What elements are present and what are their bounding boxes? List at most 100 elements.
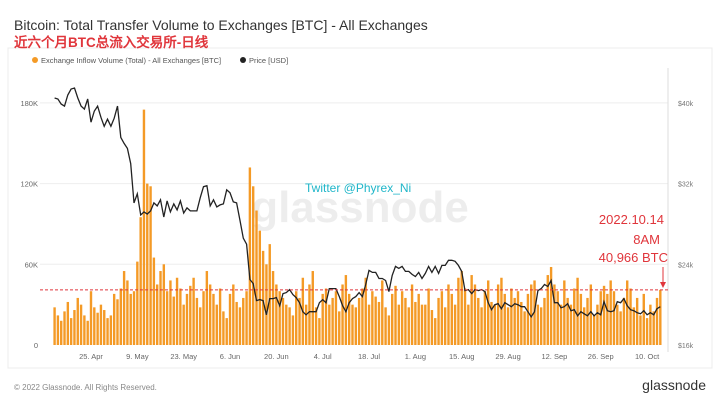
inflow-bar (556, 291, 559, 345)
inflow-bar (103, 310, 106, 345)
inflow-bar (76, 297, 79, 345)
x-tick-label: 12. Sep (541, 352, 567, 361)
inflow-bar (460, 271, 463, 345)
inflow-bar (530, 284, 533, 345)
inflow-bar (86, 320, 89, 345)
inflow-bar (440, 291, 444, 345)
inflow-bar (132, 291, 136, 345)
inflow-bar (510, 288, 513, 345)
inflow-bar (361, 288, 364, 345)
inflow-bar (645, 318, 649, 345)
inflow-bar (351, 304, 354, 345)
inflow-bar (265, 264, 268, 345)
x-tick-label: 20. Jun (264, 352, 289, 361)
inflow-bar (152, 257, 156, 345)
inflow-bar (642, 293, 645, 345)
inflow-bar (483, 291, 487, 345)
inflow-bar (298, 297, 301, 345)
inflow-bar (387, 315, 391, 345)
inflow-bar (324, 288, 328, 345)
inflow-bar (175, 277, 179, 345)
inflow-bar (215, 304, 218, 345)
right-tick-label: $16k (678, 343, 694, 350)
inflow-bar (500, 277, 503, 345)
inflow-bar (576, 277, 579, 345)
inflow-bar (192, 277, 195, 345)
x-tick-label: 15. Aug (449, 352, 474, 361)
inflow-bar (291, 315, 295, 345)
inflow-bar (334, 291, 338, 345)
chart-title: Bitcoin: Total Transfer Volume to Exchan… (14, 17, 428, 33)
arrow-head-icon (660, 282, 666, 288)
legend-price[interactable]: Price [USD] (249, 56, 288, 65)
inflow-bar (400, 291, 404, 345)
inflow-bar (258, 230, 262, 345)
inflow-bar (573, 288, 576, 345)
inflow-bar (437, 297, 440, 345)
inflow-bar (235, 301, 238, 345)
inflow-bar (592, 315, 596, 345)
inflow-bar (271, 271, 275, 345)
inflow-bar (165, 291, 169, 345)
inflow-bar (453, 304, 457, 345)
inflow-bar (404, 297, 407, 345)
inflow-bar (318, 318, 321, 345)
inflow-bar (304, 304, 308, 345)
inflow-bar (616, 304, 619, 345)
inflow-bar (341, 284, 344, 345)
inflow-bar (232, 284, 235, 345)
inflow-bar (606, 293, 609, 345)
inflow-bar (487, 280, 490, 345)
inflow-bar (367, 304, 371, 345)
inflow-bar (96, 312, 99, 345)
x-tick-label: 4. Jul (314, 352, 332, 361)
chart-subtitle-cn: 近六个月BTC总流入交易所-日线 (14, 34, 209, 50)
inflow-bar (563, 280, 566, 345)
inflow-bar (278, 291, 281, 345)
inflow-bar (245, 291, 248, 345)
inflow-bar (69, 318, 73, 345)
inflow-bar (450, 293, 453, 345)
x-tick-label: 26. Sep (588, 352, 614, 361)
inflow-bar (56, 315, 60, 345)
inflow-bar (566, 297, 569, 345)
inflow-bar (162, 264, 166, 345)
inflow-bar (493, 304, 497, 345)
inflow-bar (496, 284, 500, 345)
inflow-bar (539, 307, 543, 345)
inflow-bar (546, 275, 549, 345)
inflow-bar (536, 304, 540, 345)
inflow-bar (331, 297, 334, 345)
inflow-bar (159, 271, 162, 345)
right-axis-labels: $16k $24k $32k $40k (678, 101, 694, 350)
inflow-bar (66, 301, 70, 345)
inflow-bars (53, 109, 662, 345)
inflow-bar (649, 304, 652, 345)
inflow-bar (619, 311, 622, 345)
inflow-bar (626, 280, 629, 345)
inflow-bar (182, 304, 185, 345)
x-tick-label: 18. Jul (358, 352, 380, 361)
inflow-bar (477, 297, 480, 345)
inflow-bar (579, 293, 583, 345)
inflow-bar (189, 285, 192, 345)
inflow-bar (377, 301, 381, 345)
inflow-bar (516, 291, 520, 345)
left-tick-label: 120K (20, 180, 38, 189)
x-tick-label: 25. Apr (79, 352, 103, 361)
inflow-bar (218, 288, 222, 345)
inflow-bar (179, 288, 182, 345)
inflow-bar (543, 297, 546, 345)
inflow-bar (553, 284, 556, 345)
inflow-bar (308, 284, 311, 345)
inflow-bar (639, 315, 642, 345)
inflow-bar (119, 288, 122, 345)
inflow-bar (122, 271, 126, 345)
inflow-bar (569, 304, 573, 345)
inflow-bar (503, 293, 506, 345)
legend-inflow[interactable]: Exchange Inflow Volume (Total) - All Exc… (41, 56, 221, 65)
inflow-bar (129, 293, 132, 345)
inflow-bar (106, 318, 109, 345)
annotation-time: 8AM (633, 232, 660, 247)
inflow-bar (242, 297, 245, 345)
